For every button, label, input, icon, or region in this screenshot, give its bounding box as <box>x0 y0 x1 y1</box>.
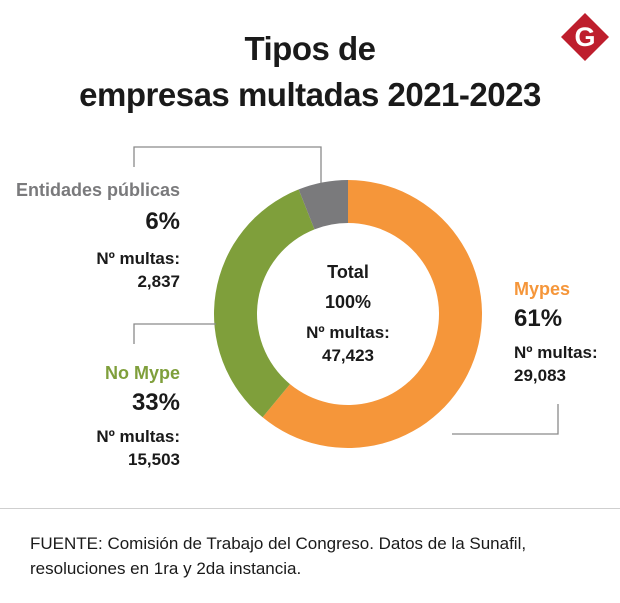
donut-slices <box>213 180 482 449</box>
center-total-percent: 100% <box>324 292 372 312</box>
label-no-mype-multas-label: Nº multas: <box>96 427 180 446</box>
source-line1: FUENTE: Comisión de Trabajo del Congreso… <box>30 534 527 553</box>
label-no-mype-multas-value: 15,503 <box>128 450 180 469</box>
label-entidades-multas-value: 2,837 <box>137 272 180 291</box>
label-mypes-name: Mypes <box>514 279 571 299</box>
logo-diamond <box>561 13 609 61</box>
label-no-mype-percent: 33% <box>131 389 180 416</box>
center-total-label: Total <box>327 262 369 282</box>
chart-title-line2: empresas multadas 2021-2023 <box>79 76 541 113</box>
source-line2: resoluciones en 1ra y 2da instancia. <box>30 559 302 578</box>
leader-line-no-mype <box>133 323 216 344</box>
leader-line-entidades <box>133 146 322 183</box>
center-total-multas-value: 47,423 <box>322 346 374 365</box>
label-mypes-multas-label: Nº multas: <box>514 343 598 362</box>
label-entidades-name: Entidades públicas <box>15 180 180 200</box>
label-mypes-multas-value: 29,083 <box>514 366 566 385</box>
leader-lines <box>133 146 559 435</box>
donut-slice-no-mype <box>213 189 315 418</box>
label-entidades-percent: 6% <box>145 208 180 235</box>
source-note: FUENTE: Comisión de Trabajo del Congreso… <box>30 531 526 581</box>
label-mypes-percent: 61% <box>514 305 563 332</box>
donut-slice-entidades <box>298 180 348 230</box>
logo-letter: G <box>574 22 595 52</box>
chart-title-line1: Tipos de <box>244 30 376 67</box>
label-entidades-multas-label: Nº multas: <box>96 249 180 268</box>
gestion-logo: G <box>561 13 609 61</box>
footer: FUENTE: Comisión de Trabajo del Congreso… <box>0 508 620 603</box>
center-total-multas-label: Nº multas: <box>306 323 390 342</box>
donut-slice-mypes <box>262 180 482 449</box>
leader-line-mypes <box>452 404 559 435</box>
label-no-mype-name: No Mype <box>104 363 180 383</box>
